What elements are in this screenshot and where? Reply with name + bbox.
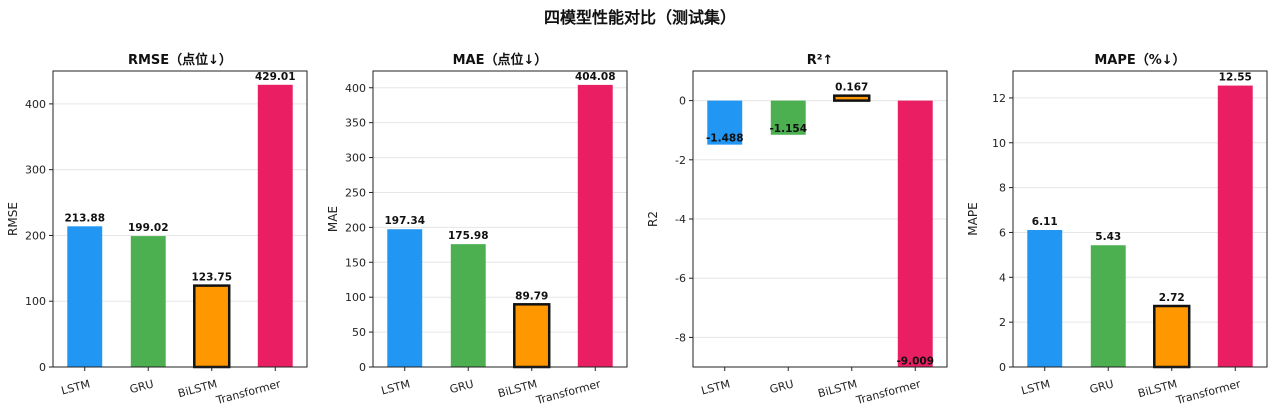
axes-frame: [692, 70, 948, 368]
figure-title: 四模型性能对比（测试集）: [543, 8, 736, 27]
y-tick-label: 150: [345, 256, 366, 269]
y-tick-label: 2: [999, 316, 1006, 329]
bar-transformer: [897, 100, 933, 368]
y-tick-label: 100: [25, 295, 46, 308]
y-tick-label: 10: [992, 137, 1006, 150]
y-tick-label: 350: [345, 117, 366, 130]
y-axis-label: MAPE: [966, 202, 980, 235]
data-label: 12.55: [1219, 72, 1252, 84]
x-tick-label: LSTM: [60, 377, 92, 397]
y-tick-label: 400: [345, 82, 366, 95]
axes-frame: [1012, 70, 1268, 368]
x-tick-label: GRU: [128, 377, 155, 396]
x-tick-label: Transformer: [534, 377, 603, 406]
bar-transformer: [577, 84, 613, 367]
x-tick-label: LSTM: [380, 377, 412, 397]
y-tick-label: 250: [345, 186, 366, 199]
y-axis-label: MAE: [326, 206, 340, 232]
data-label: -1.154: [769, 123, 807, 135]
panel-title: R²↑: [807, 53, 834, 68]
y-tick-label: 0: [359, 361, 366, 374]
y-tick-label: 12: [992, 92, 1006, 105]
x-tick-label: BiLSTM: [497, 377, 539, 400]
x-tick-label: LSTM: [700, 377, 732, 397]
data-label: 123.75: [191, 272, 232, 284]
x-tick-label: GRU: [768, 377, 795, 396]
bar-transformer: [257, 84, 293, 367]
x-tick-label: GRU: [1088, 377, 1115, 396]
bar-lstm: [707, 100, 743, 145]
y-tick-label: 4: [999, 271, 1006, 284]
bar-bilstm: [193, 284, 231, 369]
y-tick-label: 200: [345, 221, 366, 234]
axes-frame: [52, 70, 308, 368]
y-tick-label: 300: [25, 164, 46, 177]
data-label: -9.009: [896, 355, 934, 367]
data-label: 89.79: [515, 290, 548, 302]
bar-lstm: [387, 229, 423, 367]
y-axis-label: RMSE: [6, 202, 20, 236]
x-tick-label: GRU: [448, 377, 475, 396]
x-tick-label: Transformer: [214, 377, 283, 406]
bar-gru: [1090, 245, 1126, 367]
data-label: 175.98: [448, 230, 489, 242]
y-tick-label: -8: [675, 331, 686, 344]
data-label: 0.167: [835, 82, 868, 94]
panel-title: MAE（点位↓）: [453, 52, 548, 68]
data-label: -1.488: [706, 133, 744, 145]
y-tick-label: 200: [25, 229, 46, 242]
data-label: 197.34: [384, 215, 425, 227]
axes-frame: [372, 70, 628, 368]
y-tick-label: 0: [679, 95, 686, 108]
bar-gru: [770, 100, 806, 135]
x-tick-label: BiLSTM: [177, 377, 219, 400]
y-tick-label: 100: [345, 291, 366, 304]
data-label: 2.72: [1159, 292, 1185, 304]
y-tick-label: 0: [39, 361, 46, 374]
y-tick-label: -4: [675, 213, 686, 226]
bar-lstm: [1027, 229, 1063, 367]
bar-bilstm: [833, 94, 871, 102]
y-tick-label: 0: [999, 361, 1006, 374]
y-tick-label: 8: [999, 182, 1006, 195]
data-label: 404.08: [575, 71, 616, 83]
x-tick-label: BiLSTM: [817, 377, 859, 400]
data-label: 5.43: [1095, 231, 1121, 243]
x-tick-label: LSTM: [1020, 377, 1052, 397]
bar-lstm: [67, 226, 103, 367]
y-tick-label: 400: [25, 98, 46, 111]
panel-title: RMSE（点位↓）: [128, 52, 232, 68]
bar-gru: [450, 244, 486, 367]
y-axis-label: R2: [646, 211, 660, 227]
bar-bilstm: [1153, 304, 1191, 369]
data-label: 213.88: [64, 212, 105, 224]
x-tick-label: Transformer: [1174, 377, 1243, 406]
bar-bilstm: [513, 303, 551, 369]
bar-gru: [130, 236, 166, 367]
y-tick-label: 6: [999, 226, 1006, 239]
y-tick-label: -2: [675, 154, 686, 167]
x-tick-label: BiLSTM: [1137, 377, 1179, 400]
panel-title: MAPE（%↓）: [1094, 52, 1185, 68]
data-label: 199.02: [128, 222, 169, 234]
data-label: 6.11: [1032, 216, 1058, 228]
bar-transformer: [1217, 85, 1253, 368]
y-tick-label: -6: [675, 272, 686, 285]
y-tick-label: 50: [352, 326, 366, 339]
data-label: 429.01: [255, 71, 296, 83]
y-tick-label: 300: [345, 152, 366, 165]
x-tick-label: Transformer: [854, 377, 923, 406]
